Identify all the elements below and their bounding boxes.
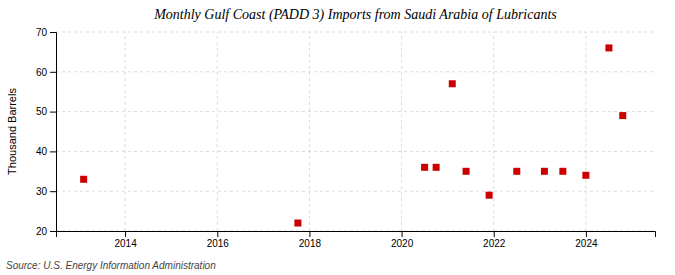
y-tick: 60 <box>36 67 56 78</box>
y-tick: 30 <box>36 186 56 197</box>
x-tick-label: 2018 <box>299 238 322 249</box>
y-tick: 40 <box>36 146 56 157</box>
x-tick-label: 2024 <box>575 238 598 249</box>
y-tick-label: 30 <box>36 186 48 197</box>
y-tick-label: 40 <box>36 146 48 157</box>
point <box>559 168 566 175</box>
x-tick-mark <box>586 231 587 237</box>
x-tick: 2016 <box>207 231 230 249</box>
point <box>421 164 428 171</box>
x-tick: 2020 <box>391 231 414 249</box>
grid-line-x <box>585 32 586 231</box>
chart: 2014 2016 2018 2020 2022 2024 20 30 40 50 60 70 Mont… <box>0 0 675 275</box>
point <box>294 220 301 227</box>
x-tick: 2018 <box>299 231 322 249</box>
y-axis-line <box>50 33 57 232</box>
y-tick: 70 <box>36 27 56 38</box>
y-tick: 20 <box>36 226 56 237</box>
x-tick-label: 2014 <box>114 238 137 249</box>
x-tick: 2014 <box>114 231 137 249</box>
grid-line-x <box>493 32 494 231</box>
point <box>619 112 626 119</box>
grid-line-y <box>56 111 655 112</box>
y-tick-mark <box>50 151 56 152</box>
y-tick-label: 60 <box>36 67 48 78</box>
x-tick-mark <box>217 231 218 237</box>
x-tick-mark <box>402 231 403 237</box>
x-axis-line <box>57 232 656 238</box>
grid-line-x <box>125 32 126 231</box>
y-tick-mark <box>50 112 56 113</box>
x-axis: 2014 2016 2018 2020 2022 2024 <box>57 231 656 249</box>
y-tick-mark <box>50 32 56 33</box>
y-tick-mark <box>50 72 56 73</box>
x-tick: 2022 <box>483 231 506 249</box>
grid-line-y <box>56 191 655 192</box>
y-tick-label: 70 <box>36 27 48 38</box>
x-tick-mark <box>494 231 495 237</box>
y-tick: 50 <box>36 106 56 117</box>
grid-line-x <box>309 32 310 231</box>
x-tick-mark <box>125 231 126 237</box>
point <box>433 164 440 171</box>
chart-container: 2014 2016 2018 2020 2022 2024 20 30 40 50 60 70 Mont… <box>0 0 675 275</box>
y-tick-label: 50 <box>36 106 48 117</box>
point <box>80 176 87 183</box>
point <box>605 44 612 51</box>
x-tick-mark <box>309 231 310 237</box>
point <box>486 192 493 199</box>
title: Monthly Gulf Coast (PADD 3) Imports from… <box>153 7 557 23</box>
grid-line-y <box>56 32 655 33</box>
plot-area <box>80 44 626 226</box>
grid-line-x <box>401 32 402 231</box>
y-tick-label: 20 <box>36 226 48 237</box>
grid-line-y <box>56 151 655 152</box>
point <box>582 172 589 179</box>
x-tick-label: 2020 <box>391 238 414 249</box>
y-axis-title: Thousand Barrels <box>6 88 18 175</box>
grid <box>56 32 655 231</box>
point <box>513 168 520 175</box>
x-tick-label: 2016 <box>207 238 230 249</box>
grid-line-x <box>217 32 218 231</box>
point <box>541 168 548 175</box>
point <box>463 168 470 175</box>
y-tick-mark <box>50 191 56 192</box>
y-tick-mark <box>50 231 56 232</box>
x-tick-label: 2022 <box>483 238 506 249</box>
source: Source: U.S. Energy Information Administ… <box>6 260 216 271</box>
grid-line-y <box>56 71 655 72</box>
x-tick: 2024 <box>575 231 598 249</box>
y-axis: 20 30 40 50 60 70 <box>36 27 57 237</box>
point <box>449 80 456 87</box>
